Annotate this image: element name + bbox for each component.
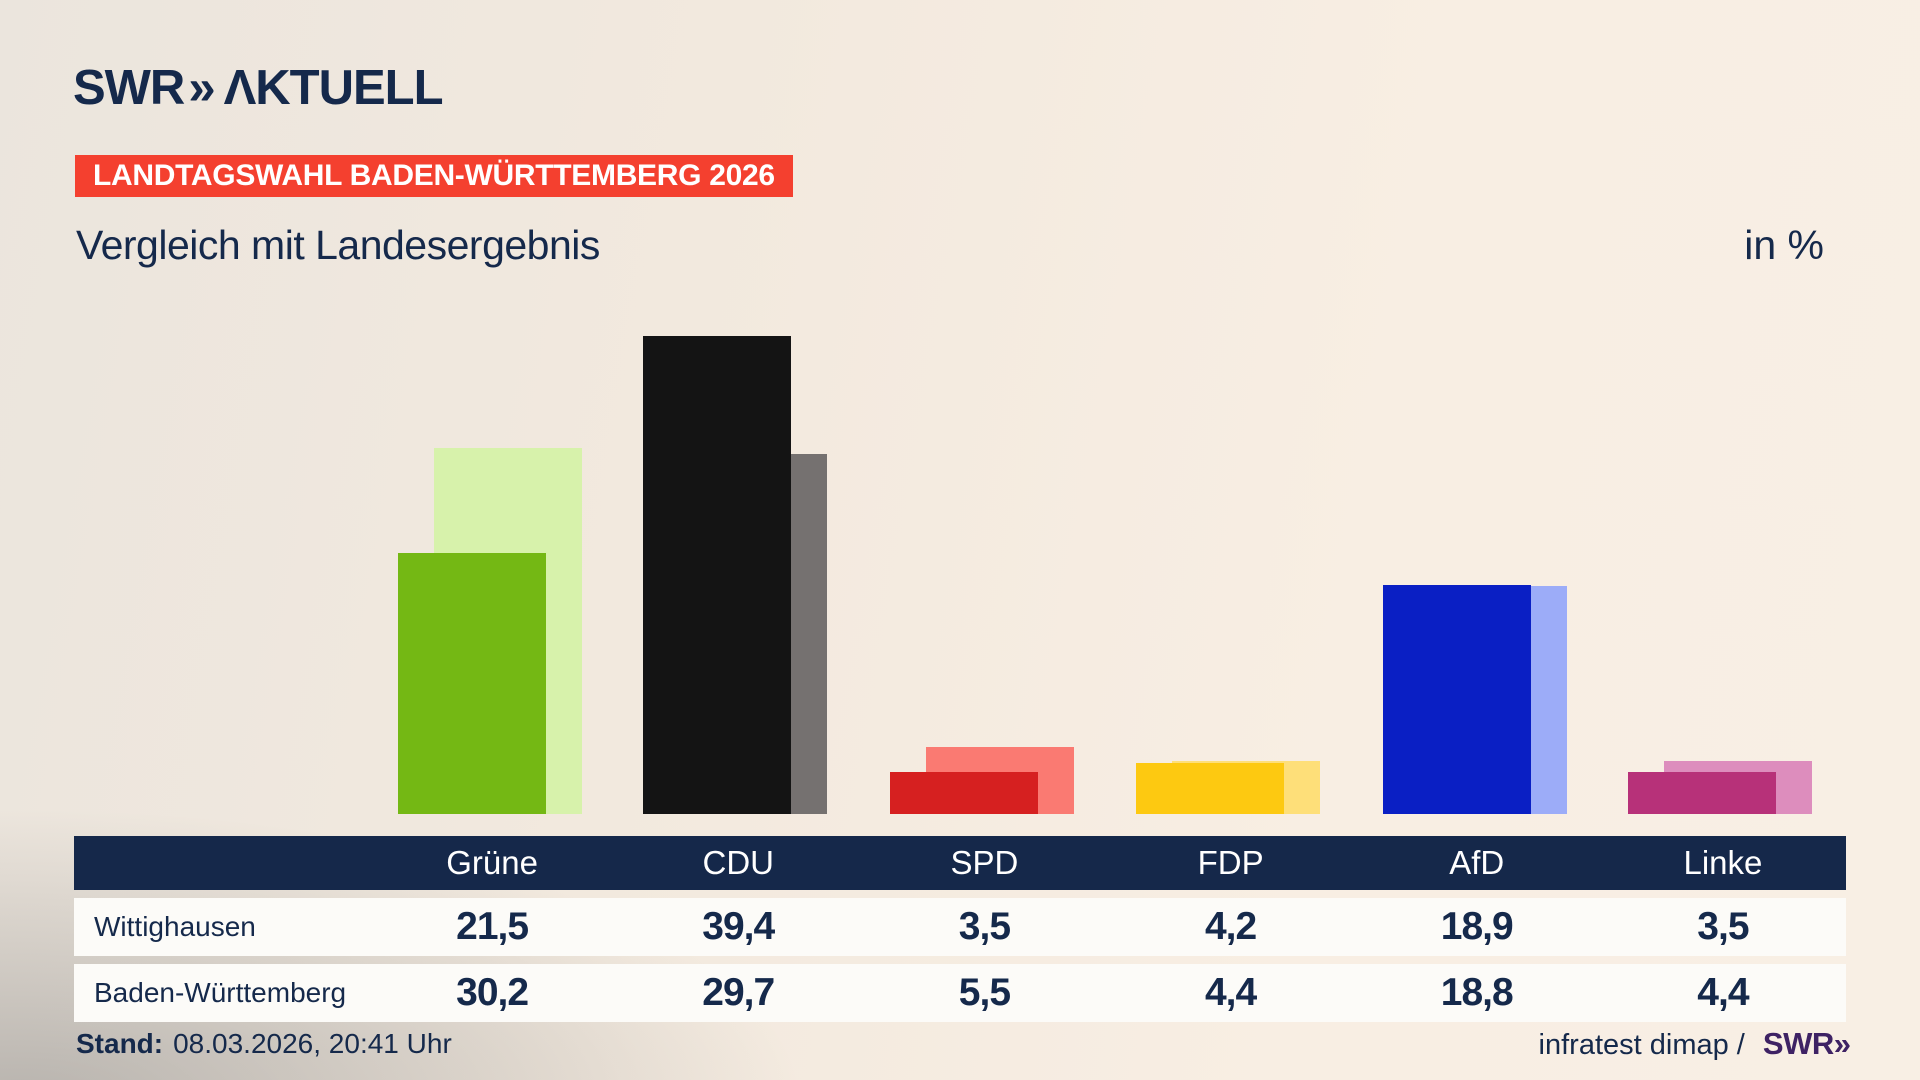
election-banner: LANDTAGSWAHL BADEN-WÜRTTEMBERG 2026 [75, 155, 793, 197]
value-cell: 3,5 [958, 905, 1011, 948]
value-cell: 4,2 [1204, 905, 1257, 948]
bar-fdp-wittighausen [1136, 763, 1284, 814]
bar-afd-wittighausen [1383, 585, 1531, 814]
bar-grüne-wittighausen [398, 553, 546, 814]
table-header-afd: AfD [1449, 844, 1505, 881]
table-row-baden-wuerttemberg: Baden-Württemberg 30,2 29,7 5,5 4,4 18,8… [74, 964, 1846, 1022]
swr-footer-logo: SWR» [1762, 1026, 1851, 1061]
value-cell: 4,4 [1204, 971, 1257, 1014]
table-header-spd: SPD [950, 844, 1019, 881]
table-header-gruene: Grüne [446, 844, 538, 881]
bar-linke-wittighausen [1628, 772, 1776, 814]
value-cell: 29,7 [702, 971, 775, 1014]
timestamp-value: 08.03.2026, 20:41 Uhr [173, 1028, 452, 1059]
row-gap [74, 890, 1846, 898]
value-cell: 30,2 [456, 971, 529, 1014]
chart-title: Vergleich mit Landesergebnis [76, 222, 600, 268]
swr-aktuell-logo: SWR» ΛKTUELL [73, 60, 444, 116]
table-header-fdp: FDP [1197, 844, 1264, 881]
source-credit: infratest dimap / SWR» [1538, 1026, 1852, 1062]
aktuell-logo-text: ΛKTUELL [223, 61, 444, 115]
timestamp: Stand: 08.03.2026, 20:41 Uhr [76, 1028, 452, 1060]
bar-cdu-wittighausen [643, 336, 791, 814]
value-cell: 18,9 [1440, 905, 1514, 948]
value-cell: 21,5 [456, 905, 529, 948]
chart-unit-label: in % [1744, 222, 1824, 268]
table-row-wittighausen: Wittighausen 21,5 39,4 3,5 4,2 18,9 3,5 [74, 898, 1846, 956]
table-header-linke: Linke [1683, 844, 1763, 881]
table-header-cdu: CDU [702, 844, 774, 881]
table-header-row: Grüne CDU SPD FDP AfD Linke [74, 836, 1846, 890]
source-text: infratest dimap / [1538, 1029, 1745, 1061]
swr-footer-chevrons-icon: » [1833, 1026, 1851, 1061]
value-cell: 5,5 [958, 971, 1011, 1014]
bar-spd-wittighausen [890, 772, 1038, 814]
value-cell: 39,4 [702, 905, 775, 948]
value-cell: 4,4 [1697, 971, 1749, 1014]
swr-logo-text: SWR [73, 61, 185, 115]
timestamp-label: Stand: [76, 1028, 164, 1059]
value-cell: 18,8 [1440, 971, 1514, 1014]
results-table: Grüne CDU SPD FDP AfD Linke Wittighausen… [74, 836, 1846, 1022]
row-label: Baden-Württemberg [94, 977, 347, 1008]
swr-footer-logo-text: SWR [1762, 1026, 1834, 1061]
value-cell: 3,5 [1697, 905, 1749, 948]
row-label: Wittighausen [94, 911, 256, 942]
banner-label: LANDTAGSWAHL BADEN-WÜRTTEMBERG 2026 [93, 159, 775, 192]
